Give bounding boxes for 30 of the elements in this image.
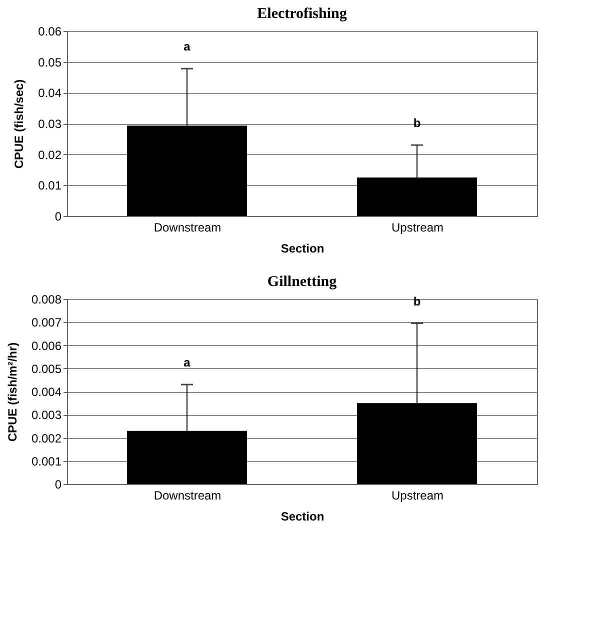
annotation: a	[184, 40, 191, 54]
y-tick-label: 0.004	[31, 385, 62, 399]
y-tick-label: 0.001	[31, 454, 62, 468]
y-tick-label: 0	[54, 478, 62, 492]
y-tick-label: 0	[54, 210, 62, 224]
annotation: b	[413, 294, 421, 308]
y-tick-label: 0.005	[31, 362, 62, 376]
y-tick-label: 0.006	[31, 338, 62, 353]
x-axis-title: Section	[280, 242, 324, 256]
y-tick-label: 0.003	[31, 408, 62, 422]
x-tick-label: Downstream	[154, 488, 222, 502]
y-axis-title: CPUE (fish/m²/hr)	[5, 342, 20, 442]
y-tick-label: 0.04	[38, 86, 62, 100]
y-tick-label: 0.02	[38, 148, 62, 162]
y-tick-label: 0.06	[38, 24, 62, 38]
chart-title: Electrofishing	[257, 6, 348, 22]
y-tick-label: 0.008	[31, 292, 62, 306]
y-tick-label: 0.002	[31, 431, 62, 446]
y-tick-label: 0.05	[38, 55, 62, 70]
annotation: b	[413, 116, 421, 130]
y-tick-label: 0.03	[38, 117, 62, 131]
y-tick-label: 0.01	[38, 178, 62, 193]
annotation: a	[184, 356, 191, 370]
x-tick-label: Downstream	[154, 220, 222, 234]
y-axis-title: CPUE (fish/sec)	[12, 79, 26, 169]
x-tick-label: Upstream	[391, 488, 444, 502]
chart-title: Gillnetting	[267, 274, 338, 290]
x-axis-title: Section	[280, 510, 324, 524]
y-tick-label: 0.007	[31, 316, 62, 330]
x-tick-label: Upstream	[391, 220, 444, 234]
